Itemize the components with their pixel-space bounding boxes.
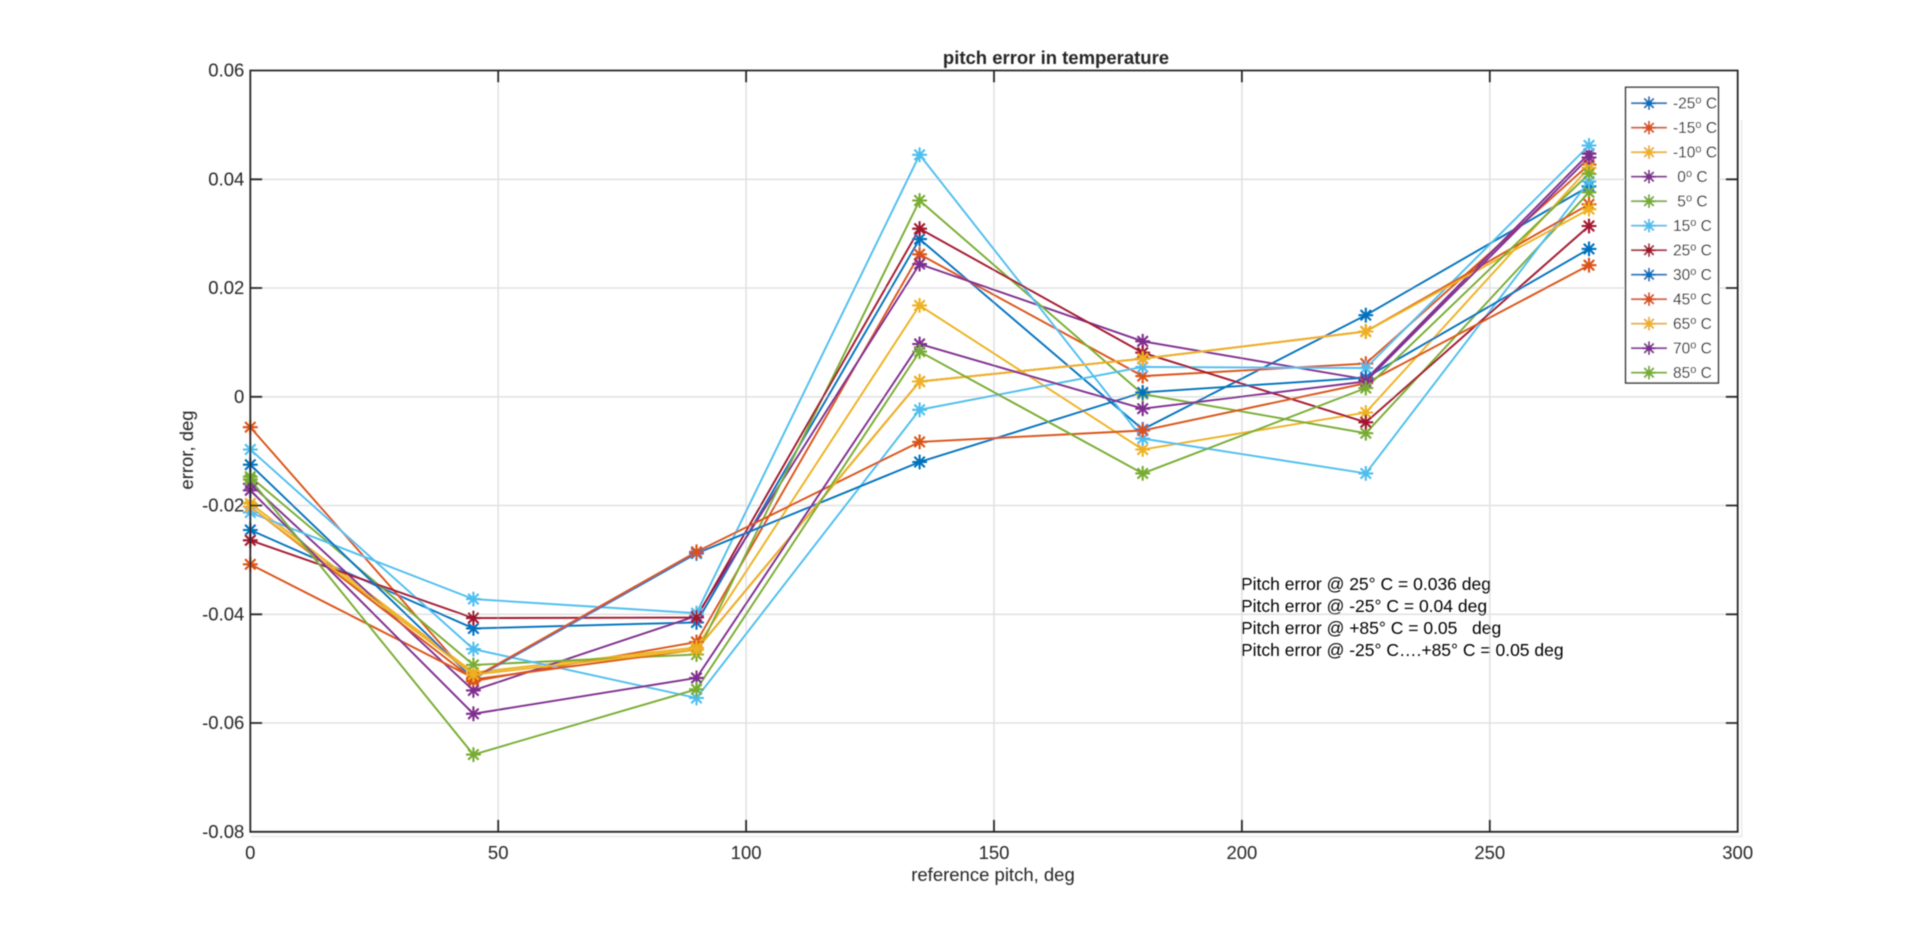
svg-text:100: 100	[731, 842, 762, 863]
svg-text:error, deg: error, deg	[176, 410, 197, 489]
svg-text:5o C: 5o C	[1673, 193, 1708, 211]
svg-text:-0.04: -0.04	[202, 603, 244, 624]
svg-text:-25o C: -25o C	[1673, 95, 1717, 113]
svg-text:0: 0	[234, 386, 244, 407]
svg-text:50: 50	[488, 842, 509, 863]
svg-text:pitch error in temperature: pitch error in temperature	[943, 47, 1169, 68]
svg-text:-0.08: -0.08	[202, 821, 244, 842]
svg-text:Pitch error @ -25° C = 0.04 de: Pitch error @ -25° C = 0.04 deg	[1241, 596, 1487, 616]
svg-text:0: 0	[245, 842, 255, 863]
svg-text:85o C: 85o C	[1673, 364, 1712, 382]
svg-text:300: 300	[1722, 842, 1753, 863]
svg-text:0.02: 0.02	[208, 277, 244, 298]
svg-text:150: 150	[979, 842, 1010, 863]
svg-text:30o C: 30o C	[1673, 266, 1712, 284]
svg-text:-0.06: -0.06	[202, 712, 244, 733]
svg-text:Pitch error @ -25° C….+85° C =: Pitch error @ -25° C….+85° C = 0.05 deg	[1241, 640, 1564, 660]
svg-text:-0.02: -0.02	[202, 495, 244, 516]
svg-text:0.06: 0.06	[208, 60, 244, 81]
svg-text:0o C: 0o C	[1673, 168, 1708, 186]
svg-text:65o C: 65o C	[1673, 315, 1712, 333]
svg-text:250: 250	[1474, 842, 1505, 863]
svg-text:reference pitch, deg: reference pitch, deg	[911, 864, 1075, 885]
svg-text:-10o C: -10o C	[1673, 144, 1717, 162]
svg-text:45o C: 45o C	[1673, 291, 1712, 309]
svg-text:70o C: 70o C	[1673, 340, 1712, 358]
svg-text:Pitch error @ 25° C = 0.036 de: Pitch error @ 25° C = 0.036 deg	[1241, 574, 1491, 594]
svg-text:200: 200	[1226, 842, 1257, 863]
svg-text:15o C: 15o C	[1673, 217, 1712, 235]
svg-text:0.04: 0.04	[208, 168, 244, 189]
svg-text:Pitch error @ +85° C = 0.05: Pitch error @ +85° C = 0.05 deg	[1241, 618, 1501, 638]
svg-text:-15o C: -15o C	[1673, 119, 1717, 137]
svg-text:25o C: 25o C	[1673, 242, 1712, 260]
